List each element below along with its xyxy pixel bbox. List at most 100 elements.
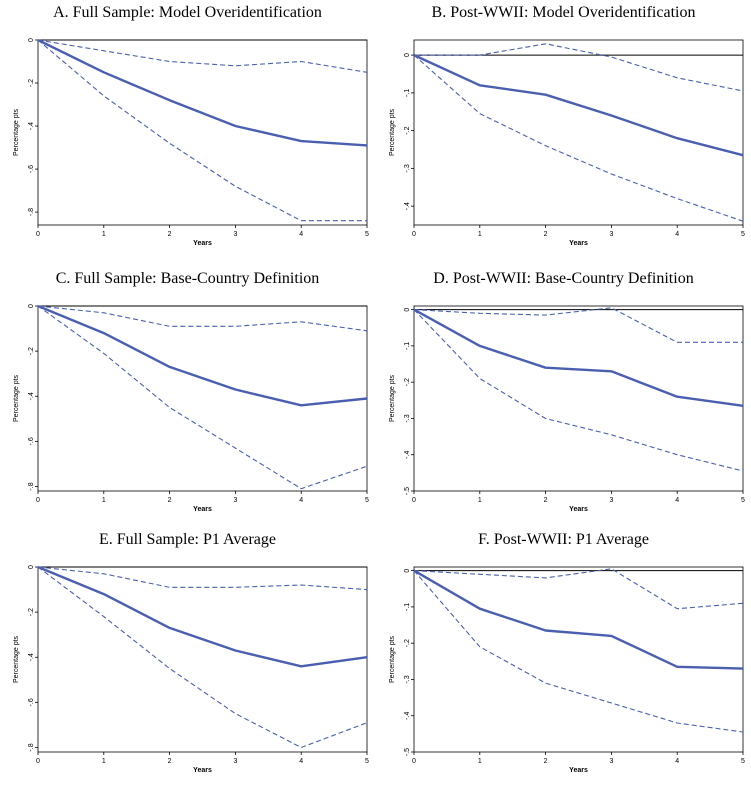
y-axis-title: Percentage pts — [389, 108, 396, 156]
panel-title: C. Full Sample: Base-Country Definition — [55, 270, 320, 287]
lower-band-line — [413, 54, 744, 222]
x-tick-label: 0 — [36, 758, 40, 765]
y-tick-label: -.4 — [404, 451, 411, 459]
x-tick-label: 5 — [365, 758, 369, 765]
x-tick-label: 1 — [478, 231, 482, 238]
upper-band-line — [37, 305, 368, 332]
x-tick-label: 4 — [675, 758, 679, 765]
x-tick-label: 1 — [478, 758, 482, 765]
x-tick-label: 2 — [168, 231, 172, 238]
x-tick-label: 4 — [675, 497, 679, 504]
panel-title: D. Post-WWII: Base-Country Definition — [433, 270, 694, 287]
x-tick-label: 3 — [609, 497, 613, 504]
x-tick-label: 0 — [36, 497, 40, 504]
y-tick-label: -.1 — [404, 89, 411, 97]
x-tick-label: 5 — [365, 497, 369, 504]
upper-band-line — [413, 568, 744, 610]
x-tick-label: 5 — [741, 497, 745, 504]
x-axis-title: Years — [193, 767, 212, 774]
x-tick-label: 4 — [299, 231, 303, 238]
panel-title: E. Full Sample: P1 Average — [98, 531, 276, 548]
estimate-line — [413, 569, 744, 670]
estimate-line — [413, 54, 744, 157]
y-axis-title: Percentage pts — [13, 374, 20, 422]
x-axis-title: Years — [193, 240, 212, 247]
y-tick-label: -.3 — [404, 414, 411, 422]
y-tick-label: -.4 — [28, 392, 35, 400]
x-tick-label: 3 — [609, 758, 613, 765]
upper-band-line — [413, 307, 743, 343]
lower-band-line — [37, 566, 368, 749]
y-tick-label: -.4 — [404, 712, 411, 720]
x-tick-label: 3 — [609, 231, 613, 238]
lower-band-line — [37, 39, 367, 222]
y-tick-label: 0 — [404, 308, 411, 312]
x-tick-label: 4 — [675, 231, 679, 238]
y-tick-label: -.8 — [28, 482, 35, 490]
x-tick-label: 5 — [741, 231, 745, 238]
x-axis-title: Years — [569, 240, 588, 247]
y-tick-label: 0 — [404, 53, 411, 57]
estimate-line — [37, 565, 368, 668]
x-tick-label: 4 — [299, 758, 303, 765]
x-tick-label: 1 — [102, 758, 106, 765]
y-tick-label: -.4 — [28, 122, 35, 130]
lower-band-line — [37, 305, 368, 490]
x-tick-label: 4 — [299, 497, 303, 504]
y-tick-label: -.5 — [404, 748, 411, 756]
y-tick-label: -.2 — [28, 608, 35, 616]
x-tick-label: 1 — [478, 497, 482, 504]
upper-band-line — [37, 566, 368, 591]
x-tick-label: 0 — [412, 231, 416, 238]
plot-frame — [37, 305, 368, 492]
panel-d: D. Post-WWII: Base-Country Definition 0-… — [376, 266, 751, 529]
y-tick-label: -.8 — [28, 208, 35, 216]
x-tick-label: 3 — [233, 758, 237, 765]
y-tick-label: -.6 — [28, 698, 35, 706]
y-tick-label: -.1 — [404, 603, 411, 611]
x-tick-label: 0 — [412, 497, 416, 504]
y-tick-label: -.5 — [404, 487, 411, 495]
y-axis-title: Percentage pts — [13, 635, 20, 683]
panel-f: F. Post-WWII: P1 Average 0 -.1 -.2 -.3 -.4 -.… — [376, 527, 751, 790]
y-tick-label: 0 — [28, 304, 35, 308]
panel-b: B. Post-WWII: Model Overidentification 0… — [376, 0, 751, 263]
y-tick-label: -.6 — [28, 437, 35, 445]
plot-frame — [413, 305, 744, 492]
estimate-line — [37, 304, 368, 407]
y-tick-label: -.3 — [404, 164, 411, 172]
panel-e: E. Full Sample: P1 Average 0 -.2 -.4 -.6 -.8… — [0, 527, 375, 790]
y-tick-label: -.1 — [404, 342, 411, 350]
x-tick-label: 5 — [365, 231, 369, 238]
y-tick-label: -.2 — [28, 347, 35, 355]
panel-title: F. Post-WWII: P1 Average — [478, 531, 649, 548]
x-tick-label: 5 — [741, 758, 745, 765]
y-axis-title: Percentage pts — [389, 374, 396, 422]
y-tick-label: -.6 — [28, 165, 35, 173]
panel-title: A. Full Sample: Model Overidentification — [53, 4, 322, 21]
x-tick-label: 3 — [233, 497, 237, 504]
upper-band-line — [37, 39, 368, 73]
lower-band-line — [413, 570, 744, 733]
y-tick-label: -.3 — [404, 675, 411, 683]
upper-band-line — [414, 43, 744, 92]
plot-frame — [37, 566, 368, 753]
x-tick-label: 2 — [544, 758, 548, 765]
panel-c: C. Full Sample: Base-Country Definition … — [0, 266, 375, 529]
x-tick-label: 3 — [233, 231, 237, 238]
panel-title: B. Post-WWII: Model Overidentification — [431, 4, 696, 21]
y-tick-label: -.2 — [28, 79, 35, 87]
y-tick-label: 0 — [28, 38, 35, 42]
x-tick-label: 1 — [102, 231, 106, 238]
x-axis-title: Years — [569, 767, 588, 774]
chart-panel-b: 0 -.1 -.2 -.3 -.4 0 1 2 3 4 5 Years Percentage pts — [389, 39, 745, 247]
y-tick-label: -.2 — [404, 378, 411, 386]
x-axis-title: Years — [193, 506, 212, 513]
x-tick-label: 1 — [102, 497, 106, 504]
plot-frame — [413, 566, 744, 753]
x-tick-label: 2 — [168, 497, 172, 504]
y-tick-label: -.4 — [404, 202, 411, 210]
